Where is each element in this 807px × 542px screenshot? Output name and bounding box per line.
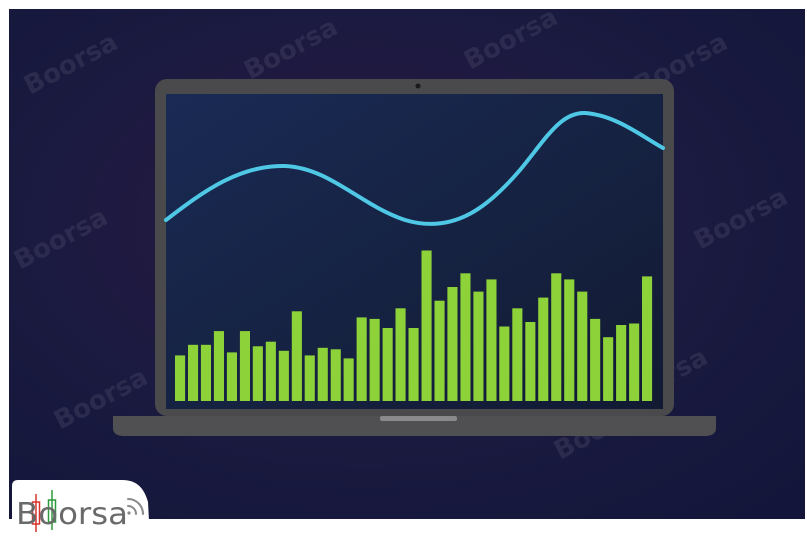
chart-bar [499, 326, 510, 401]
chart-bar [239, 331, 250, 401]
signal-icon [127, 498, 144, 515]
chart-bar [317, 347, 328, 401]
chart-bar [330, 349, 341, 401]
chart-bar [577, 291, 588, 401]
chart-bar [291, 311, 302, 401]
webcam-icon [415, 83, 421, 89]
chart-bar [188, 344, 199, 401]
chart-bar [616, 325, 627, 401]
logo-candles-icon [31, 490, 57, 532]
chart-bar [551, 273, 562, 401]
chart-bar [538, 297, 549, 401]
chart-bar [447, 287, 458, 401]
chart-bar [213, 331, 224, 401]
logo-card-shape [12, 480, 150, 540]
chart-bar [486, 279, 497, 401]
chart-bar [525, 322, 536, 401]
laptop-base [113, 416, 716, 436]
chart-bar [629, 323, 640, 401]
chart-bar [473, 291, 484, 401]
chart-bar [304, 355, 315, 401]
chart-bar [369, 318, 380, 401]
chart-bar [460, 273, 471, 401]
chart-bar [175, 355, 186, 401]
chart-bar [603, 337, 614, 401]
chart-bar [226, 352, 237, 401]
logo-text: Boorsa [16, 497, 128, 532]
chart-bar [408, 328, 419, 401]
chart-bar [590, 318, 601, 401]
bar-group [175, 250, 653, 401]
chart-bar [278, 350, 289, 401]
wave-line [164, 110, 665, 226]
chart-bar [642, 276, 653, 401]
chart-bar [252, 346, 263, 401]
chart-bar [265, 341, 276, 401]
laptop-trackpad-notch [380, 416, 457, 421]
chart-bar [421, 250, 432, 401]
chart-bar [200, 344, 211, 401]
chart-bar [512, 308, 523, 401]
chart-bar [564, 279, 575, 401]
chart-bar [434, 300, 445, 401]
brand-logo: Boorsa [12, 480, 150, 540]
chart-bar [356, 317, 367, 401]
chart-bar [395, 308, 406, 401]
chart-bar [343, 358, 354, 401]
chart-bar [382, 328, 393, 401]
